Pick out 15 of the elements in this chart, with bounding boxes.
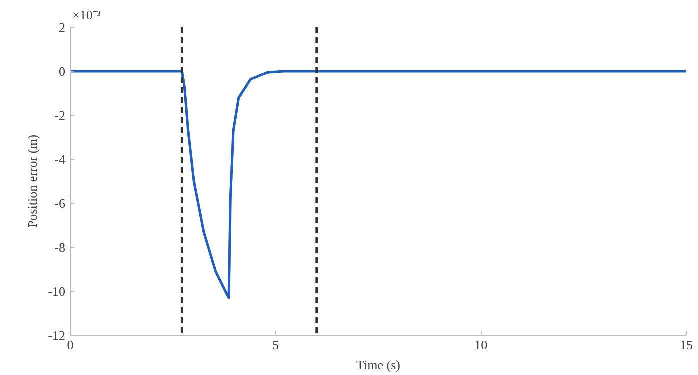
y-tick-label: -2 (54, 108, 66, 123)
x-tick-label: 15 (680, 338, 693, 352)
y-tick-label: 2 (59, 20, 66, 35)
y-axis-title: Position error (m) (25, 134, 40, 228)
y-tick-label: -10 (48, 284, 66, 299)
y-tick-label: -6 (54, 196, 66, 211)
y-tick-label: -4 (54, 152, 66, 167)
x-axis-title: Time (s) (356, 358, 400, 372)
x-tick-label: 10 (474, 338, 488, 352)
text: ×10⁻³ (72, 8, 101, 22)
y-tick-label: 0 (59, 64, 66, 79)
line-series (70, 70, 686, 300)
y-tick-label: -8 (54, 240, 66, 255)
y-tick-label: -12 (48, 328, 66, 343)
x-tick-label: 5 (272, 338, 280, 352)
